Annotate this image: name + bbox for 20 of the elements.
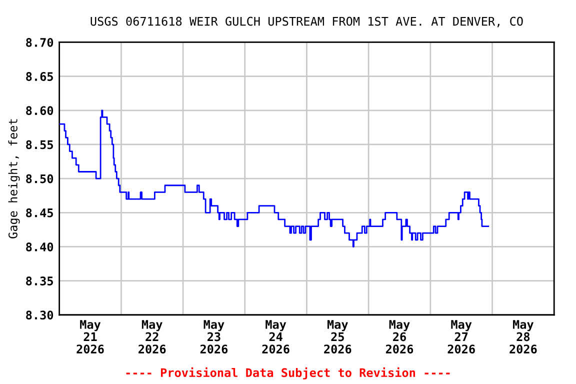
x-tick-label: May 28 2026	[510, 320, 537, 354]
x-tick-label: May 26 2026	[386, 320, 414, 354]
y-tick-label: 8.60	[26, 106, 54, 116]
y-tick-label: 8.65	[26, 72, 53, 81]
chart-title: USGS 06711618 WEIR GULCH UPSTREAM FROM 1ST AVE. AT DENVER, CO	[90, 16, 523, 28]
y-tick-label: 8.70	[26, 38, 54, 47]
text: ---- Provisional Data Subject to Revision ----	[126, 367, 450, 380]
x-tick-label: May 23 2026	[200, 320, 228, 354]
y-axis-title: Gage height, feet	[8, 119, 20, 238]
x-tick-label: May 25 2026	[324, 320, 352, 354]
x-tick-label: May 24 2026	[262, 320, 290, 354]
y-tick-label: 8.40	[26, 242, 54, 252]
x-tick-label: May 27 2026	[448, 320, 475, 354]
y-tick-label: 8.55	[26, 140, 53, 150]
x-tick-label: May 22 2026	[138, 320, 166, 354]
y-tick-label: 8.30	[26, 310, 54, 320]
y-tick-label: 8.45	[26, 208, 53, 218]
x-tick-label: May 21 2026	[76, 320, 104, 354]
y-tick-label: 8.50	[26, 174, 54, 184]
y-tick-label: 8.35	[26, 276, 53, 286]
